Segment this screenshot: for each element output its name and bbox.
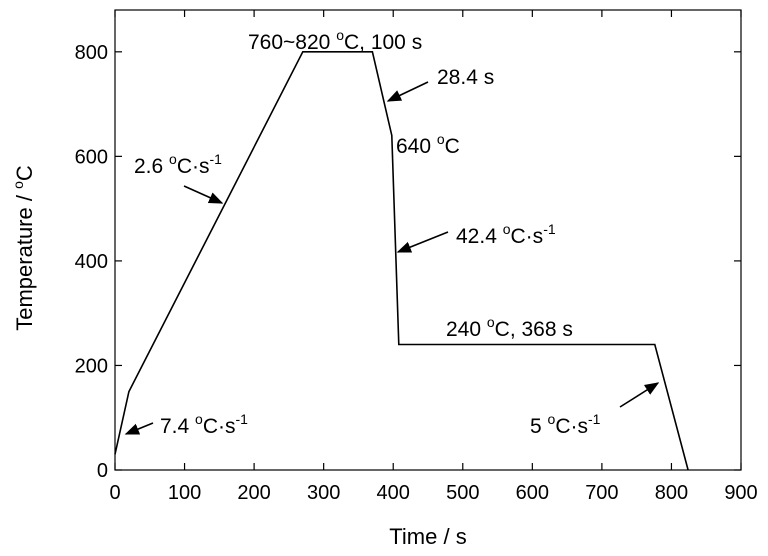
annotation-final-rate: 5 oC·s-1 <box>530 411 601 438</box>
y-tick-label: 800 <box>75 42 108 64</box>
annotation-28-4s: 28.4 s <box>437 66 494 89</box>
x-tick-label: 400 <box>377 482 410 504</box>
arrow-28-4s <box>386 81 429 102</box>
arrow-42-4-rate <box>396 231 449 253</box>
x-tick-label: 300 <box>307 482 340 504</box>
series-line <box>114 50 689 471</box>
annotation-partition: 240 oC, 368 s <box>446 314 573 341</box>
arrow-5-rate <box>619 382 660 408</box>
y-tick-label: 400 <box>75 251 108 273</box>
x-axis-ticks: 0 100 200 300 400 500 600 700 800 900 <box>109 10 758 504</box>
annotation-initial-rate: 7.4 oC·s-1 <box>160 411 248 438</box>
arrow-2-6-rate <box>183 185 224 204</box>
series-group <box>114 50 689 471</box>
arrow-7-4-rate <box>124 422 154 435</box>
x-tick-label: 100 <box>168 482 201 504</box>
annotation-arrows <box>124 81 660 435</box>
x-tick-label: 0 <box>109 482 120 504</box>
y-axis-ticks: 0 200 400 600 800 <box>75 42 741 482</box>
annotation-heating-rate: 2.6 oC·s-1 <box>134 151 222 178</box>
y-tick-label: 600 <box>75 146 108 168</box>
y-axis-title: Temperature / oC <box>10 165 37 331</box>
x-tick-label: 900 <box>724 482 757 504</box>
x-tick-label: 800 <box>655 482 688 504</box>
y-tick-label: 200 <box>75 355 108 377</box>
plot-frame <box>114 9 742 471</box>
annotation-soak: 760~820 oC, 100 s <box>248 27 422 54</box>
annotation-quench-rate: 42.4 oC·s-1 <box>456 221 556 248</box>
annotation-640c: 640 oC <box>396 131 460 158</box>
x-axis-title: Time / s <box>389 524 466 549</box>
y-tick-label: 0 <box>97 460 108 482</box>
x-tick-label: 700 <box>585 482 618 504</box>
x-tick-label: 500 <box>446 482 479 504</box>
x-tick-label: 600 <box>516 482 549 504</box>
x-tick-label: 200 <box>237 482 270 504</box>
